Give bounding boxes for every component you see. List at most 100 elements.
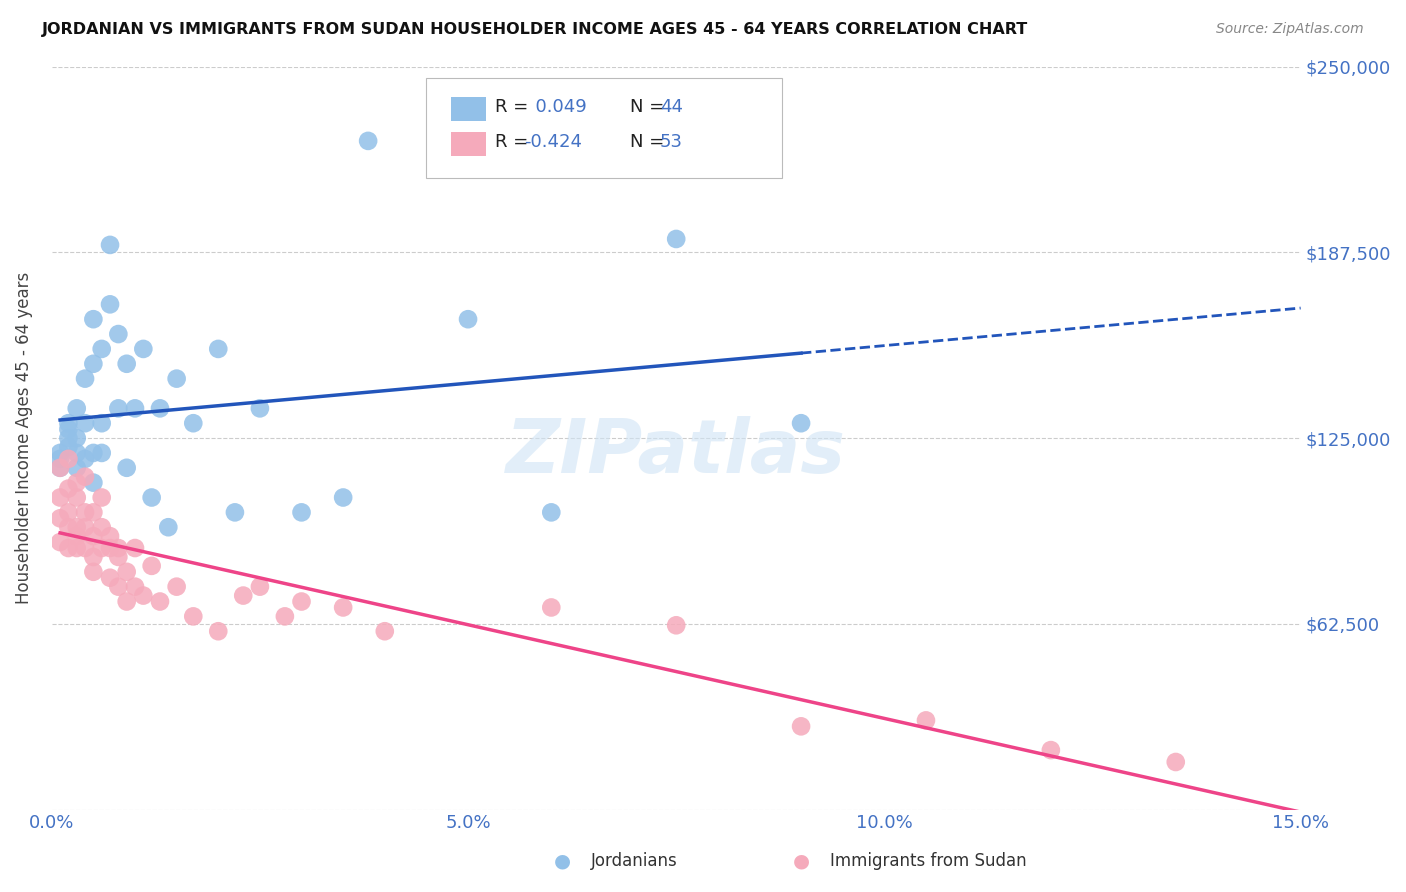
Point	[115, 460, 138, 475]
Point	[82, 475, 104, 490]
Point	[166, 580, 188, 594]
Point	[66, 475, 89, 490]
Point	[332, 600, 354, 615]
Point	[73, 416, 96, 430]
Point	[49, 451, 72, 466]
Point	[332, 491, 354, 505]
Point	[132, 589, 155, 603]
Point	[90, 446, 112, 460]
Point	[66, 520, 89, 534]
Text: N =: N =	[630, 134, 671, 152]
Point	[124, 401, 146, 416]
Point	[149, 401, 172, 416]
Point	[58, 431, 80, 445]
Point	[73, 541, 96, 555]
Point	[82, 446, 104, 460]
Point	[207, 624, 229, 639]
Y-axis label: Householder Income Ages 45 - 64 years: Householder Income Ages 45 - 64 years	[15, 272, 32, 604]
Point	[290, 505, 312, 519]
Point	[90, 416, 112, 430]
Point	[66, 460, 89, 475]
Point	[166, 371, 188, 385]
Text: Source: ZipAtlas.com: Source: ZipAtlas.com	[1216, 22, 1364, 37]
Point	[66, 446, 89, 460]
Point	[181, 609, 204, 624]
Point	[540, 600, 562, 615]
Point	[73, 505, 96, 519]
Point	[357, 134, 380, 148]
Point	[790, 719, 813, 733]
Point	[58, 482, 80, 496]
Point	[73, 520, 96, 534]
Text: ZIPatlas: ZIPatlas	[506, 417, 846, 490]
Point	[66, 431, 89, 445]
Point	[457, 312, 479, 326]
Point	[181, 416, 204, 430]
Text: Immigrants from Sudan: Immigrants from Sudan	[830, 852, 1026, 870]
Point	[98, 541, 121, 555]
Text: 44: 44	[659, 98, 683, 117]
Point	[49, 491, 72, 505]
Point	[157, 520, 180, 534]
Point	[82, 565, 104, 579]
Point	[49, 460, 72, 475]
Point	[90, 491, 112, 505]
Point	[82, 312, 104, 326]
Point	[290, 594, 312, 608]
Point	[107, 580, 129, 594]
Point	[149, 594, 172, 608]
Point	[58, 451, 80, 466]
Point	[98, 238, 121, 252]
Point	[540, 505, 562, 519]
Point	[132, 342, 155, 356]
FancyBboxPatch shape	[426, 78, 782, 178]
Point	[90, 520, 112, 534]
Point	[232, 589, 254, 603]
Point	[58, 422, 80, 436]
Point	[115, 357, 138, 371]
Point	[58, 505, 80, 519]
Point	[107, 401, 129, 416]
Text: 53: 53	[659, 134, 683, 152]
Point	[58, 541, 80, 555]
FancyBboxPatch shape	[451, 132, 486, 156]
Text: Jordanians: Jordanians	[591, 852, 678, 870]
Point	[82, 357, 104, 371]
Point	[790, 416, 813, 430]
Text: -0.424: -0.424	[524, 134, 582, 152]
Point	[1039, 743, 1062, 757]
Point	[141, 558, 163, 573]
Point	[66, 491, 89, 505]
Point	[49, 511, 72, 525]
Point	[73, 371, 96, 385]
Point	[665, 232, 688, 246]
Point	[915, 714, 938, 728]
Point	[224, 505, 246, 519]
Text: R =: R =	[495, 98, 534, 117]
Point	[107, 327, 129, 342]
Point	[124, 580, 146, 594]
Point	[66, 401, 89, 416]
Point	[49, 535, 72, 549]
Point	[49, 446, 72, 460]
Point	[374, 624, 396, 639]
Point	[98, 297, 121, 311]
FancyBboxPatch shape	[451, 97, 486, 120]
Text: JORDANIAN VS IMMIGRANTS FROM SUDAN HOUSEHOLDER INCOME AGES 45 - 64 YEARS CORRELA: JORDANIAN VS IMMIGRANTS FROM SUDAN HOUSE…	[42, 22, 1028, 37]
Text: R =: R =	[495, 134, 534, 152]
Text: 0.049: 0.049	[524, 98, 586, 117]
Point	[107, 549, 129, 564]
Point	[207, 342, 229, 356]
Point	[98, 529, 121, 543]
Point	[90, 541, 112, 555]
Point	[58, 520, 80, 534]
Point	[82, 505, 104, 519]
Point	[90, 342, 112, 356]
Point	[73, 469, 96, 483]
Point	[665, 618, 688, 632]
Point	[115, 594, 138, 608]
Point	[82, 529, 104, 543]
Point	[82, 549, 104, 564]
Point	[124, 541, 146, 555]
Point	[141, 491, 163, 505]
